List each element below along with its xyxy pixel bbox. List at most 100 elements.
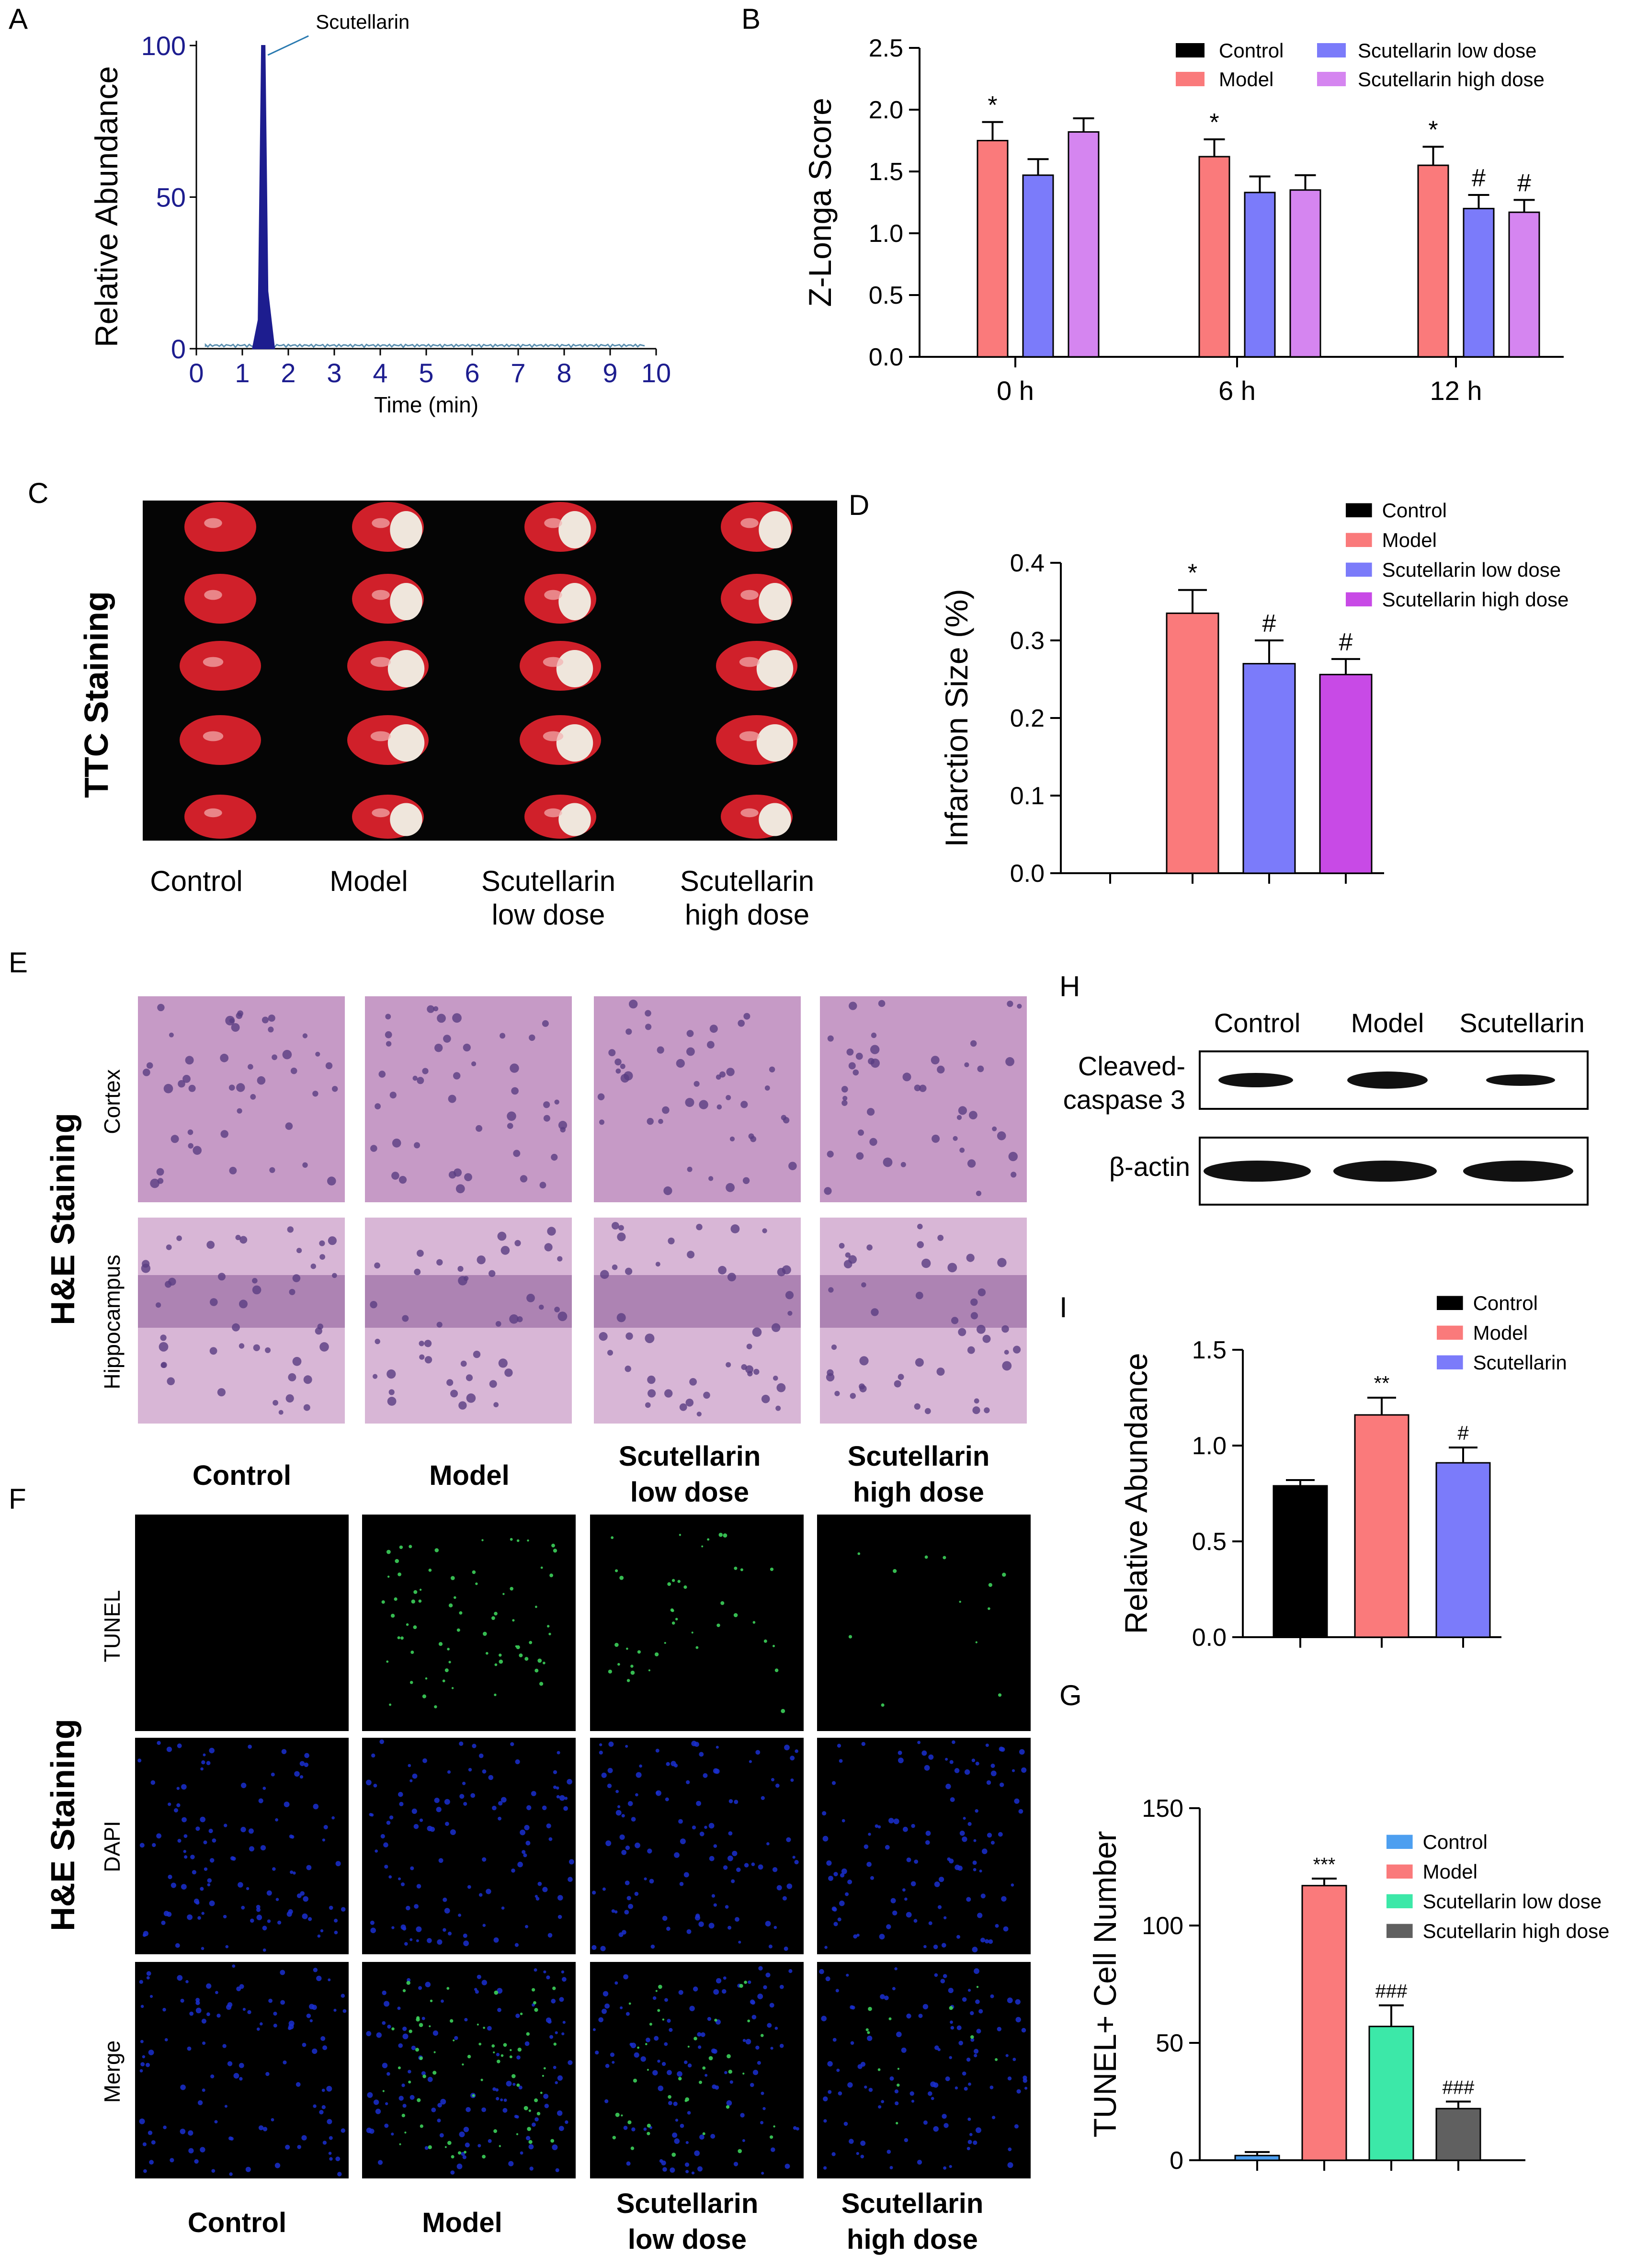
dapi-nucleus: [950, 1797, 955, 1802]
dapi-nucleus: [620, 2006, 623, 2009]
dapi-nucleus: [223, 1915, 227, 1919]
legend-label: Model: [1473, 1322, 1528, 1344]
he-nucleus: [473, 1350, 481, 1358]
dapi-nucleus: [974, 1968, 979, 1974]
dapi-nucleus: [304, 1753, 309, 1758]
he-nucleus: [386, 1369, 396, 1379]
he-nucleus: [463, 1043, 471, 1052]
dapi-nucleus: [496, 2097, 500, 2101]
dapi-nucleus: [194, 2159, 199, 2164]
dapi-nucleus: [909, 2091, 914, 2096]
dapi-nucleus: [454, 2036, 458, 2040]
tunel-positive-cell: [535, 1606, 537, 1608]
bar: [1435, 2108, 1481, 2161]
dapi-nucleus: [188, 2130, 193, 2136]
tunel-positive-cell: [543, 2067, 546, 2070]
dapi-nucleus: [557, 1895, 563, 1901]
dapi-nucleus: [1016, 2089, 1021, 2094]
dapi-nucleus: [650, 1944, 655, 1949]
dapi-nucleus: [187, 2046, 192, 2051]
he-nucleus: [718, 1265, 727, 1275]
dapi-nucleus: [341, 1994, 345, 1998]
he-nucleus: [268, 1014, 275, 1022]
he-nucleus: [685, 1098, 694, 1107]
tunel-positive-cell: [483, 2027, 485, 2029]
dapi-nucleus: [771, 2147, 775, 2152]
dapi-nucleus: [202, 2088, 205, 2092]
he-nucleus: [319, 1254, 325, 1260]
dapi-nucleus: [302, 2042, 307, 2047]
tunel-positive-cell: [483, 1631, 487, 1636]
dapi-nucleus: [906, 2013, 911, 2019]
dapi-nucleus: [901, 2047, 907, 2053]
tunel-positive-cell: [877, 2068, 881, 2071]
he-nucleus: [871, 1032, 877, 1038]
dapi-nucleus: [139, 1843, 145, 1848]
dapi-nucleus: [177, 1743, 182, 1748]
he-nucleus: [464, 1173, 472, 1182]
dapi-nucleus: [377, 2160, 383, 2165]
he-nucleus: [937, 1065, 945, 1074]
dapi-nucleus: [537, 1881, 542, 1886]
dapi-nucleus: [674, 1852, 680, 1858]
dapi-nucleus: [181, 1884, 187, 1890]
dapi-nucleus: [477, 2144, 481, 2148]
he-nucleus: [312, 1091, 318, 1097]
tunel-positive-cell: [409, 2029, 412, 2033]
dapi-nucleus: [146, 1971, 151, 1976]
legend-swatch: [1346, 503, 1372, 517]
dapi-nucleus: [794, 1860, 799, 1865]
he-nucleus: [707, 1041, 715, 1049]
dapi-nucleus: [711, 1894, 716, 1898]
dapi-nucleus: [917, 2160, 922, 2165]
dapi-nucleus: [546, 1823, 551, 1829]
he-nucleus: [607, 1350, 613, 1356]
dapi-nucleus: [708, 1923, 715, 1929]
dapi-nucleus: [327, 2119, 332, 2124]
dapi-nucleus: [664, 2042, 668, 2046]
wb-col-control: Control: [1214, 1008, 1301, 1038]
tunel-positive-cell: [509, 2055, 512, 2059]
dapi-nucleus: [1011, 1769, 1015, 1772]
tunel-positive-cell: [422, 2074, 426, 2078]
dapi-nucleus: [928, 1921, 932, 1926]
dapi-nucleus: [880, 1994, 885, 1999]
he-nucleus: [599, 1332, 608, 1341]
he-nucleus: [842, 1095, 848, 1101]
dapi-nucleus: [836, 2068, 840, 2072]
infarct-region: [756, 650, 794, 687]
dapi-nucleus: [599, 1743, 602, 1746]
tunel-positive-cell: [718, 1533, 723, 1537]
dapi-nucleus: [786, 1883, 793, 1889]
tunel-positive-cell: [744, 1981, 747, 1984]
tunel-positive-cell: [486, 1652, 489, 1655]
brain-slice: [184, 574, 256, 624]
he-row-cortex: Cortex: [100, 1069, 125, 1134]
dapi-nucleus: [137, 1758, 142, 1763]
dapi-nucleus: [557, 2075, 563, 2081]
dapi-nucleus: [674, 1764, 678, 1767]
tunel-positive-cell: [533, 2001, 536, 2005]
tunel-positive-cell: [526, 2032, 530, 2036]
he-nucleus: [914, 1084, 921, 1092]
dapi-nucleus: [174, 1808, 178, 1812]
dapi-nucleus: [495, 2088, 499, 2092]
he-nucleus: [543, 1101, 550, 1108]
dapi-nucleus: [463, 1933, 467, 1938]
dapi-nucleus: [308, 1917, 312, 1921]
he-nucleus: [436, 1322, 443, 1328]
significance-mark: #: [1262, 610, 1276, 638]
dapi-nucleus: [940, 1979, 945, 1983]
he-nucleus: [228, 1084, 235, 1091]
he-nucleus: [970, 1040, 977, 1047]
dapi-nucleus: [547, 2019, 552, 2024]
dapi-nucleus: [888, 1818, 894, 1824]
dapi-nucleus: [431, 2108, 436, 2112]
dapi-nucleus: [464, 2018, 468, 2022]
he-nucleus: [761, 1394, 770, 1403]
dapi-nucleus: [744, 1863, 749, 1868]
dapi-nucleus: [245, 2166, 251, 2172]
he-nucleus: [558, 1121, 568, 1130]
dapi-nucleus: [445, 1822, 449, 1826]
dapi-nucleus: [937, 1905, 942, 1909]
